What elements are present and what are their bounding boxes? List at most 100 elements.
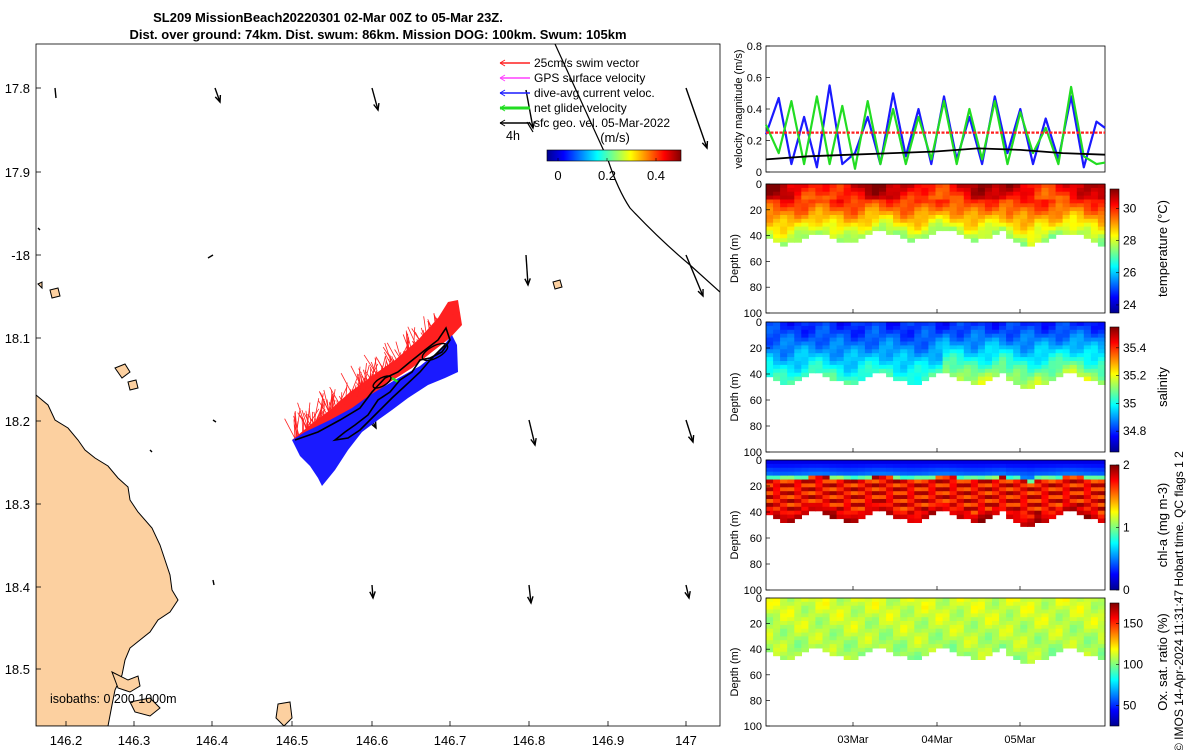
heatmap-cell <box>843 632 852 637</box>
heatmap-cell <box>1020 364 1028 370</box>
heatmap-cell <box>871 624 880 630</box>
heatmap-cell <box>1076 463 1085 469</box>
heatmap-cell <box>808 495 817 500</box>
heatmap-cell <box>935 636 944 641</box>
heatmap-cell <box>879 218 887 224</box>
heatmap-cell <box>1013 475 1021 481</box>
legend-label: dive-avg current veloc. <box>534 86 655 100</box>
heatmap-cell <box>977 364 986 370</box>
heatmap-cell <box>1069 628 1078 634</box>
heatmap-cell <box>921 364 930 370</box>
heatmap-cell <box>935 628 944 634</box>
heatmap-cell <box>999 463 1007 469</box>
heatmap-cell <box>829 357 838 362</box>
heatmap-cell <box>1069 191 1078 197</box>
heatmap-cell <box>907 376 915 382</box>
heatmap-cell <box>900 514 908 520</box>
swim-vector <box>384 356 390 374</box>
heatmap-cell <box>886 187 894 193</box>
heatmap-cell <box>942 368 951 374</box>
heatmap-cell <box>984 514 993 520</box>
heatmap-cell <box>1097 467 1106 473</box>
heatmap-cell <box>857 613 866 618</box>
heatmap-cell <box>914 487 922 492</box>
heatmap-cell <box>1055 463 1064 469</box>
heatmap-cell <box>808 499 817 504</box>
heatmap-cell <box>949 647 958 653</box>
heatmap-cell <box>956 207 965 212</box>
heatmap-cell <box>1055 222 1064 228</box>
heatmap-cell <box>893 368 901 374</box>
heatmap-cell <box>787 222 795 228</box>
heatmap-cell <box>801 609 809 614</box>
heatmap-cell <box>1034 372 1043 378</box>
heatmap-cell <box>935 211 944 216</box>
depth-tick-label: 60 <box>750 256 762 268</box>
heatmap-cell <box>1069 502 1078 508</box>
heatmap-cell <box>1055 609 1064 614</box>
heatmap-cell <box>773 361 781 366</box>
heatmap-cell <box>893 628 901 634</box>
heatmap-cell <box>787 628 795 634</box>
heatmap-cell <box>1097 613 1106 618</box>
heatmap-cell <box>1097 349 1106 354</box>
heatmap-cell <box>886 195 894 201</box>
heatmap-cell <box>1034 636 1043 641</box>
heatmap-cell <box>1076 628 1085 634</box>
heatmap-cell <box>1090 506 1099 512</box>
heatmap-cell <box>970 495 979 500</box>
heatmap-cell <box>1013 372 1021 378</box>
heatmap-cell <box>1076 322 1085 327</box>
heatmap-cell <box>1083 218 1092 224</box>
heatmap-cell <box>886 617 894 622</box>
heatmap-cell <box>857 624 866 630</box>
heatmap-cell <box>956 502 965 508</box>
heatmap-cell <box>815 475 824 481</box>
heatmap-cell <box>864 502 873 508</box>
heatmap-cell <box>1027 659 1035 664</box>
heatmap-cell <box>766 199 774 204</box>
heatmap-cell <box>822 349 831 354</box>
heatmap-cell <box>773 191 781 197</box>
heatmap-cell <box>1006 199 1014 204</box>
map-y-tick-label: 18.1 <box>5 331 30 346</box>
heatmap-cell <box>970 502 979 508</box>
heatmap-cell <box>914 218 922 224</box>
velocity-arrowhead <box>701 140 709 150</box>
heatmap-cell <box>801 510 809 516</box>
colorbar-label: (m/s) <box>600 130 630 145</box>
heatmap-cell <box>1083 191 1092 197</box>
heatmap-cell <box>773 479 781 484</box>
heatmap-cell <box>1062 601 1071 607</box>
map-x-tick-label: 146.4 <box>196 733 229 748</box>
heatmap-cell <box>914 207 922 212</box>
map-x-axis: 146.2 146.3 146.4 146.5 146.6 146.7 146.8 146.9… <box>50 721 697 748</box>
heatmap-cell <box>1027 636 1035 641</box>
heatmap-cell <box>1083 325 1092 331</box>
heatmap-cell <box>1083 651 1092 657</box>
heatmap-cell <box>1041 647 1050 653</box>
heatmap-cell <box>949 322 958 327</box>
heatmap-cell <box>907 624 915 630</box>
depth-tick-label: 20 <box>750 205 762 217</box>
heatmap-cell <box>801 632 809 637</box>
heatmap-cell <box>893 514 901 520</box>
heatmap-cell <box>970 234 979 239</box>
heatmap-cell <box>907 372 915 378</box>
heatmap-cell <box>921 632 930 637</box>
heatmap-cell <box>907 222 915 228</box>
heatmap-cell <box>808 222 817 228</box>
heatmap-cell <box>970 230 979 235</box>
heatmap-cell <box>815 226 824 232</box>
heatmap-cell <box>970 329 979 335</box>
heatmap-cell <box>1055 628 1064 634</box>
heatmap-cell <box>843 483 852 488</box>
heatmap-cell <box>808 368 817 374</box>
heatmap-cell <box>1069 230 1078 235</box>
heatmap-cell <box>949 621 958 626</box>
heatmap-cell <box>850 211 859 216</box>
velocity-arrow <box>214 87 221 103</box>
heatmap-cell <box>984 329 993 335</box>
heatmap-cell <box>1076 632 1085 637</box>
heatmap-cell <box>794 376 802 382</box>
